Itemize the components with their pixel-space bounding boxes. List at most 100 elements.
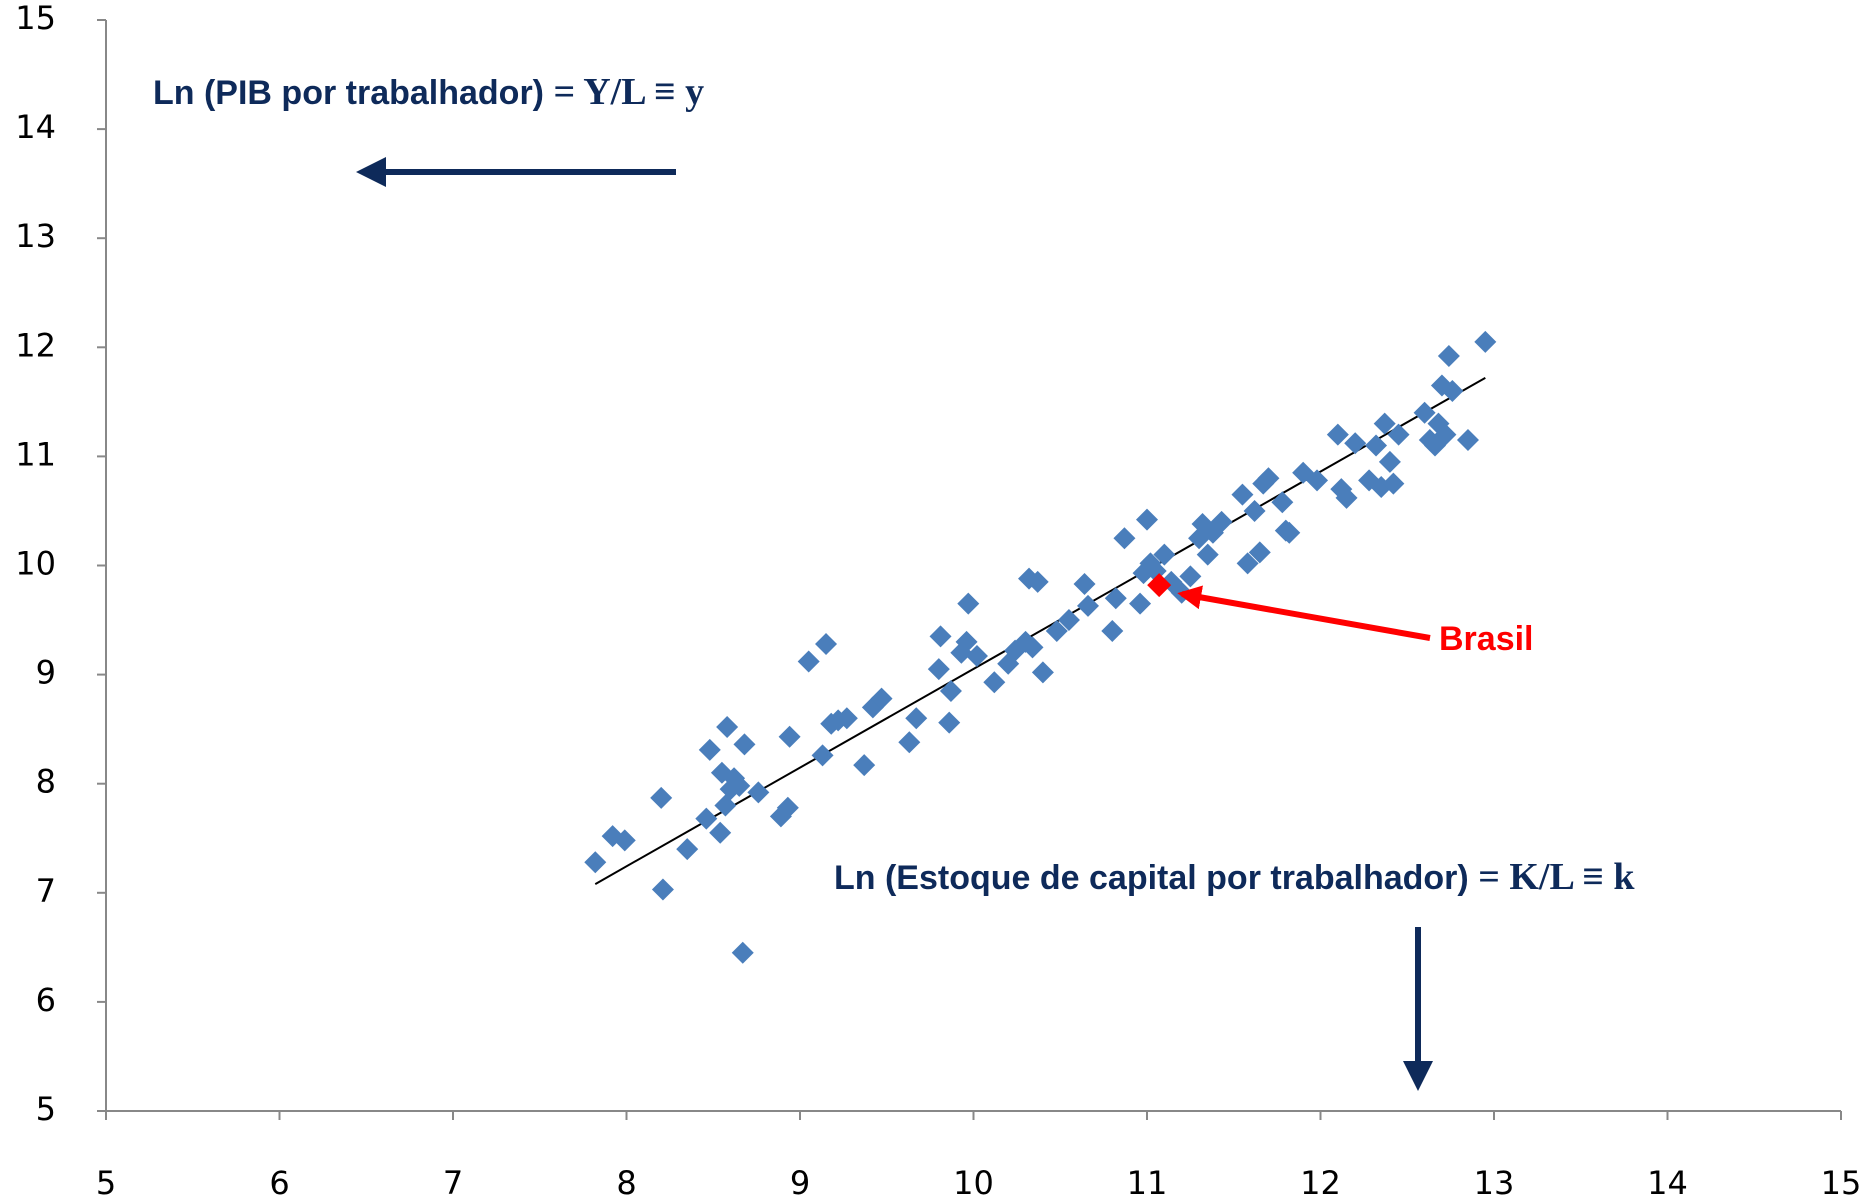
x-tick-label: 8 [616,1164,636,1202]
y-tick-label: 12 [15,326,56,364]
point [676,838,699,861]
point [747,781,770,804]
point [1373,412,1396,435]
x-tick-label: 13 [1474,1164,1515,1202]
point [938,711,961,734]
point [1306,469,1329,492]
y-tick-label: 11 [15,435,56,473]
point [1113,527,1136,550]
y-tick-label: 10 [15,545,56,583]
point [1045,619,1068,642]
point [728,774,751,797]
point [1474,330,1497,353]
point [1434,423,1457,446]
point [1196,543,1219,566]
point [733,733,756,756]
y-annotation-formula: = Y/L ≡ y [553,71,704,113]
y-tick-label: 15 [15,0,56,37]
point [716,715,739,738]
y-annotation: Ln (PIB por trabalhador) = Y/L ≡ y [153,71,704,113]
x-tick-label: 10 [953,1164,994,1202]
point [927,658,950,681]
point [1271,491,1294,514]
point [651,878,674,901]
brasil-label: Brasil [1439,620,1534,658]
point [776,796,799,819]
point [1129,592,1152,615]
axes: 5 6 7 8 9 10 11 12 13 14 15 5 6 7 8 9 10 11 12 13 14 15 [15,0,1861,1202]
x-tick-label: 5 [96,1164,116,1202]
point [695,807,718,830]
point [1136,508,1158,531]
point [1021,636,1044,659]
y-tick-label: 7 [36,872,56,910]
trendline [594,376,1486,885]
brasil-arrow [1177,585,1431,641]
point [1413,401,1436,424]
x-tick-label: 14 [1647,1164,1688,1202]
x-tick-label: 6 [269,1164,289,1202]
x-tick-label: 7 [443,1164,463,1202]
x-annotation-text: Ln (Estoque de capital por trabalhador) [834,859,1478,897]
point [1335,486,1358,509]
point [1073,573,1096,596]
point [797,650,820,673]
x-tick-label: 9 [790,1164,810,1202]
point [1387,423,1410,446]
point [1210,510,1233,533]
point [1179,565,1202,588]
point [1153,543,1176,566]
point [898,731,921,754]
point [1101,619,1124,642]
point [1456,429,1479,452]
point [1378,450,1401,473]
point [853,754,876,777]
point [1031,661,1054,684]
point [1243,499,1266,522]
point [714,794,737,817]
point [1057,609,1080,632]
point [1257,467,1280,490]
point [1441,379,1464,402]
point [698,738,721,761]
point [1437,345,1460,368]
x-tick-label: 11 [1127,1164,1168,1202]
point [1236,552,1259,575]
point [709,821,732,844]
point [584,851,607,874]
point [955,630,978,653]
point [613,829,636,852]
point [835,707,858,730]
x-tick-label: 12 [1300,1164,1341,1202]
y-tick-label: 8 [36,763,56,801]
y-tick-label: 6 [36,981,56,1019]
point [1365,434,1388,457]
point [1344,432,1367,455]
point [1382,472,1405,495]
point [965,645,988,668]
y-tick-label: 13 [15,217,56,255]
point [905,707,928,730]
point [870,687,893,710]
y-tick-label: 9 [36,654,56,692]
highlight-point [1147,573,1172,598]
point [957,592,980,615]
x-annotation: Ln (Estoque de capital por trabalhador) … [834,856,1635,898]
point [650,786,673,809]
point [939,679,962,702]
point [983,671,1006,694]
point [815,633,838,656]
point [811,744,834,767]
point [1231,483,1254,506]
point [1077,594,1100,617]
y-tick-label: 14 [15,108,56,146]
y-annotation-text: Ln (PIB por trabalhador) [153,74,553,112]
y-tick-label: 5 [36,1090,56,1128]
x-annotation-formula: = K/L ≡ k [1478,856,1635,898]
x-tick-label: 15 [1821,1164,1862,1202]
point [929,625,952,648]
point [1026,570,1049,593]
point [1278,521,1301,544]
point [731,941,754,964]
